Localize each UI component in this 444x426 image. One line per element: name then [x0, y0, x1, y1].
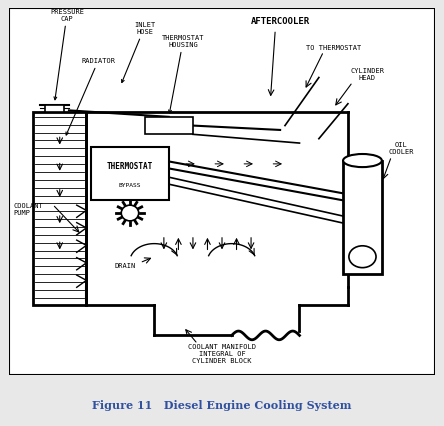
Text: THERMOSTAT
HOUSING: THERMOSTAT HOUSING [162, 35, 205, 114]
Text: THERMOSTAT: THERMOSTAT [107, 162, 153, 171]
Text: CYLINDER
HEAD: CYLINDER HEAD [350, 67, 385, 81]
Circle shape [121, 206, 139, 222]
Bar [144, 118, 193, 135]
Ellipse shape [343, 155, 382, 168]
Bar [91, 148, 169, 200]
Text: TO THERMOSTAT: TO THERMOSTAT [306, 45, 361, 51]
Bar [33, 113, 87, 305]
Text: BYPASS: BYPASS [119, 182, 141, 187]
Text: DRAIN: DRAIN [115, 263, 136, 269]
Text: COOLANT MANIFOLD
INTEGRAL OF
CYLINDER BLOCK: COOLANT MANIFOLD INTEGRAL OF CYLINDER BL… [188, 343, 256, 363]
Text: Figure 11   Diesel Engine Cooling System: Figure 11 Diesel Engine Cooling System [92, 399, 352, 410]
Bar [45, 106, 64, 113]
Ellipse shape [349, 246, 376, 268]
Bar [343, 161, 382, 275]
Text: INLET
HOSE: INLET HOSE [122, 22, 155, 83]
Text: OIL
COOLER: OIL COOLER [388, 141, 414, 155]
Text: AFTERCOOLER: AFTERCOOLER [250, 17, 309, 26]
Text: RADIATOR: RADIATOR [66, 58, 115, 136]
Text: PRESSURE
CAP: PRESSURE CAP [50, 9, 84, 101]
Text: COOLANT
PUMP: COOLANT PUMP [14, 203, 44, 216]
